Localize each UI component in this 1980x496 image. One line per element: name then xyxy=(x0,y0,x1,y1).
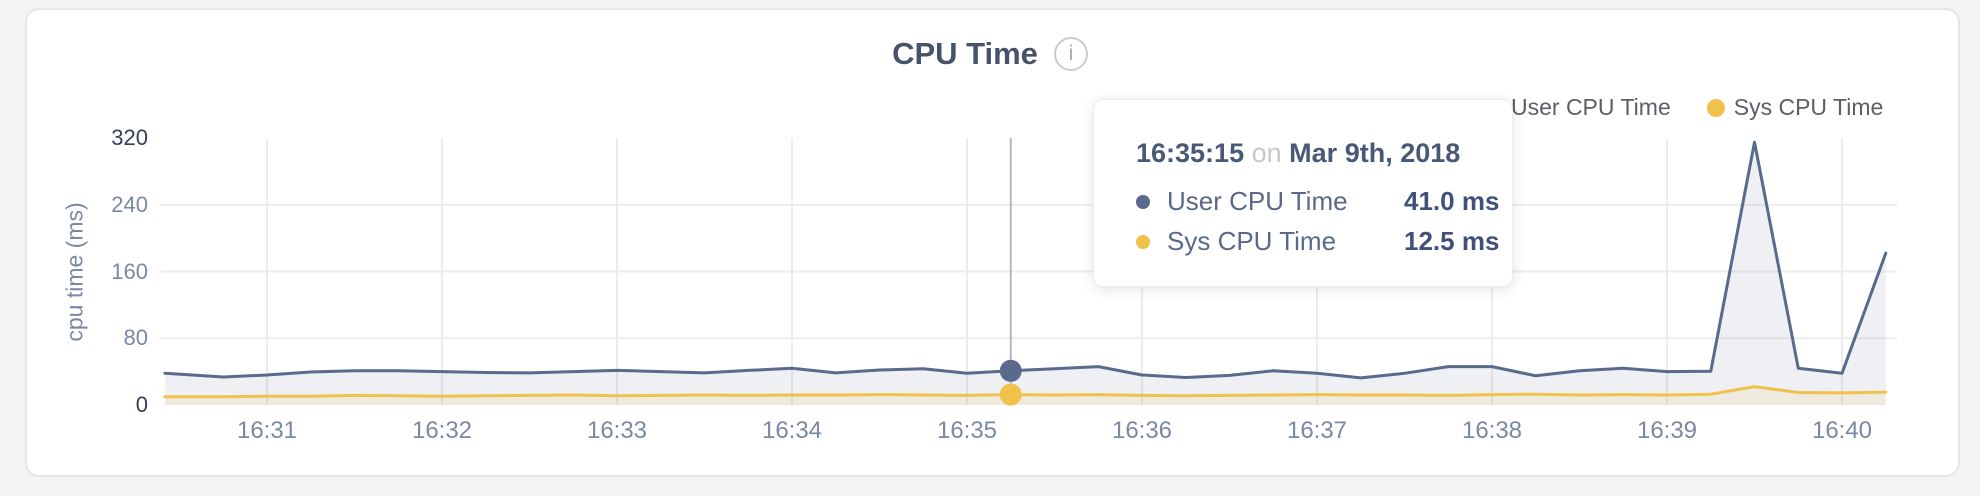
x-tick-label: 16:31 xyxy=(236,417,298,444)
tooltip-row-sys-cpu: Sys CPU Time 12.5 ms xyxy=(1136,226,1512,257)
y-tick-label: 0 xyxy=(135,392,148,417)
y-tick-label: 240 xyxy=(111,191,148,217)
x-tick-label: 16:36 xyxy=(1111,417,1173,444)
tooltip-row-user-cpu: User CPU Time 41.0 ms xyxy=(1136,186,1512,217)
legend-item-label: User CPU Time xyxy=(1511,94,1671,120)
tooltip-timestamp: 16:35:15 on Mar 9th, 2018 xyxy=(1136,138,1512,169)
sys-cpu-legend-dot-icon xyxy=(1706,98,1725,117)
tooltip-series-label: User CPU Time xyxy=(1167,186,1348,216)
tooltip-date: Mar 9th, 2018 xyxy=(1289,138,1461,168)
x-tick-label: 16:38 xyxy=(1461,417,1523,444)
tooltip-time: 16:35:15 xyxy=(1136,138,1245,168)
y-tick-label: 320 xyxy=(111,125,148,150)
user-cpu-time-line xyxy=(163,140,1888,380)
y-tick-label: 80 xyxy=(123,325,148,351)
user-cpu-dot-icon xyxy=(1136,194,1150,209)
y-axis-ticks: 0 80 160 240 320 xyxy=(60,0,148,460)
chart-title: CPU Time xyxy=(892,36,1038,71)
info-icon-glyph: i xyxy=(1068,42,1074,65)
x-tick-label: 16:37 xyxy=(1286,417,1348,444)
x-tick-label: 16:34 xyxy=(761,417,823,444)
sys-cpu-time-hover-dot xyxy=(999,383,1022,406)
user-cpu-time-area xyxy=(164,142,1886,405)
chart-card xyxy=(25,8,1960,477)
chart-header: CPU Time i xyxy=(0,36,1980,72)
sys-cpu-dot-icon xyxy=(1136,234,1150,249)
user-cpu-time-hover-dot xyxy=(999,359,1022,382)
hover-tooltip: 16:35:15 on Mar 9th, 2018 User CPU Time … xyxy=(1093,99,1513,287)
legend-item-label: Sys CPU Time xyxy=(1733,94,1884,120)
x-axis-ticks: 16:31 16:32 16:33 16:34 16:35 16:36 16:37 16:38… xyxy=(0,417,1980,447)
tooltip-series-value: 12.5 ms xyxy=(1404,226,1500,256)
tooltip-series-value: 41.0 ms xyxy=(1404,186,1500,216)
x-tick-label: 16:33 xyxy=(586,417,648,444)
x-tick-label: 16:39 xyxy=(1636,417,1698,444)
sys-cpu-time-line xyxy=(163,385,1888,399)
x-tick-label: 16:35 xyxy=(936,417,998,444)
tooltip-series-label: Sys CPU Time xyxy=(1167,226,1337,256)
y-tick-label: 160 xyxy=(111,258,148,284)
x-tick-label: 16:40 xyxy=(1811,417,1873,444)
legend-item-sys-cpu-time[interactable]: Sys CPU Time xyxy=(1706,94,1884,121)
x-tick-label: 16:32 xyxy=(411,417,473,444)
chart-legend: User CPU Time Sys CPU Time xyxy=(1484,94,1883,121)
info-icon[interactable]: i xyxy=(1053,37,1088,71)
tooltip-connector: on xyxy=(1251,138,1282,168)
